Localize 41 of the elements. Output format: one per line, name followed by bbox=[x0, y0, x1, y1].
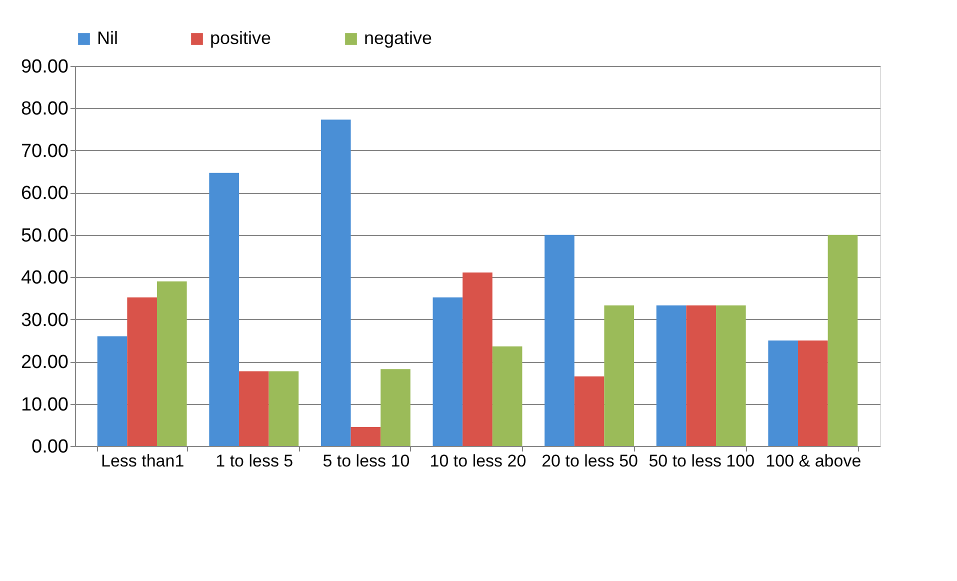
bar bbox=[574, 376, 604, 446]
bar bbox=[544, 234, 574, 446]
y-tick-label: 90.00 bbox=[20, 56, 68, 78]
bar bbox=[716, 305, 746, 446]
y-tick-label: 50.00 bbox=[20, 225, 68, 246]
bar bbox=[686, 305, 716, 446]
bar bbox=[432, 297, 463, 446]
bar bbox=[350, 427, 381, 446]
y-tick-label: 30.00 bbox=[20, 310, 68, 331]
bar bbox=[492, 346, 522, 446]
bar bbox=[97, 336, 128, 446]
y-tick-label: 80.00 bbox=[20, 98, 68, 120]
bar bbox=[209, 172, 239, 446]
y-tick-label: 10.00 bbox=[20, 394, 68, 416]
bar bbox=[238, 371, 269, 446]
x-tick-label: 50 to less 100 bbox=[648, 452, 755, 470]
y-tick-label: 70.00 bbox=[20, 140, 68, 162]
x-tick-label: 20 to less 50 bbox=[542, 452, 638, 470]
bar bbox=[656, 305, 686, 446]
y-tick-label: 40.00 bbox=[20, 268, 68, 289]
legend-label: negative bbox=[364, 28, 432, 48]
y-tick-label: 0.00 bbox=[32, 436, 68, 458]
bar bbox=[798, 340, 828, 446]
x-tick-label: 100 & above bbox=[766, 452, 862, 470]
legend-label: Nil bbox=[97, 28, 118, 48]
bar bbox=[380, 369, 410, 446]
bar bbox=[156, 281, 187, 446]
x-tick-label: 5 to less 10 bbox=[322, 452, 410, 470]
bar bbox=[768, 340, 798, 446]
bar bbox=[268, 371, 299, 446]
x-tick-label: 1 to less 5 bbox=[216, 452, 294, 470]
bar bbox=[127, 297, 157, 446]
x-tick-label: 10 to less 20 bbox=[430, 452, 526, 470]
y-tick-label: 60.00 bbox=[20, 183, 68, 204]
y-tick-label: 20.00 bbox=[20, 352, 68, 374]
bar bbox=[320, 120, 351, 446]
x-tick-label: Less than1 bbox=[100, 452, 184, 470]
bar bbox=[462, 272, 492, 446]
bar bbox=[604, 305, 634, 446]
bar bbox=[828, 234, 858, 446]
legend-label: positive bbox=[210, 28, 272, 48]
